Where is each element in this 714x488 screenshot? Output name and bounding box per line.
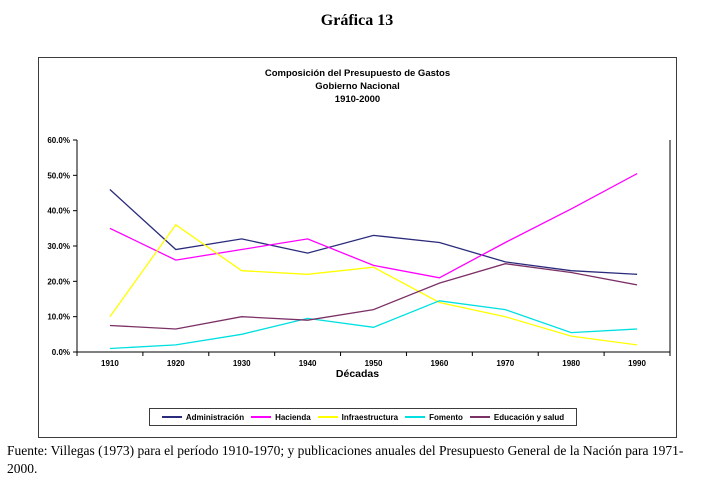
legend-line-swatch xyxy=(405,416,426,418)
y-axis-tick-label: 0.0% xyxy=(52,348,70,357)
line-chart-plot: 0.0% 10.0% 20.0% 30.0% 40.0% 50.0% 60.0% 1910 19… xyxy=(47,136,671,368)
x-axis-tick-label: 1960 xyxy=(430,359,448,368)
x-axis-tick-label: 1910 xyxy=(101,359,119,368)
chart-title-block: Composición del Presupuesto de Gastos Go… xyxy=(39,67,676,106)
series-line-infraestructura xyxy=(109,223,638,346)
x-axis-tick-label: 1970 xyxy=(496,359,514,368)
legend-item-administraci-n: Administración xyxy=(161,412,245,422)
y-axis-tick-label: 30.0% xyxy=(47,242,70,251)
x-axis-tick-label: 1950 xyxy=(365,359,383,368)
legend-label: Infraestructura xyxy=(341,412,399,422)
series-line-fomento xyxy=(109,300,638,350)
source-note: Fuente: Villegas (1973) para el período … xyxy=(7,443,684,476)
legend-line-swatch xyxy=(317,416,338,418)
y-axis-tick-label: 60.0% xyxy=(47,136,70,145)
legend-label: Administración xyxy=(185,412,245,422)
legend-item-fomento: Fomento xyxy=(405,413,463,422)
x-axis-tick-label: 1980 xyxy=(562,359,580,368)
x-axis-tick-label: 1920 xyxy=(167,359,185,368)
legend-line-swatch xyxy=(161,416,182,418)
page-title: Gráfica 13 xyxy=(320,12,394,29)
series-line-educaci-n-y-salud xyxy=(109,263,638,330)
y-axis-tick-label: 10.0% xyxy=(47,313,70,322)
legend-label: Hacienda xyxy=(275,412,311,422)
y-axis-tick-label: 40.0% xyxy=(47,207,70,216)
x-axis-tick-label: 1930 xyxy=(233,359,251,368)
legend-item-hacienda: Hacienda xyxy=(251,413,311,422)
chart-subtitle-years: 1910-2000 xyxy=(334,94,381,105)
chart-subtitle: Gobierno Nacional xyxy=(315,81,400,92)
chart-frame: 0.0% 10.0% 20.0% 30.0% 40.0% 50.0% 60.0% 1910 19… xyxy=(38,57,677,438)
series-line-hacienda xyxy=(109,173,638,279)
y-axis-tick-label: 50.0% xyxy=(47,171,70,180)
legend-line-swatch xyxy=(469,416,490,418)
series-line-administraci-n xyxy=(109,189,638,275)
x-axis-tick-label: 1940 xyxy=(299,359,317,368)
legend-item-educaci-n-y-salud: Educación y salud xyxy=(469,412,565,422)
legend-line-swatch xyxy=(251,416,272,418)
legend-item-infraestructura: Infraestructura xyxy=(317,412,399,422)
x-axis-tick-label: 1990 xyxy=(628,359,646,368)
chart-title: Composición del Presupuesto de Gastos xyxy=(264,68,451,79)
legend-label: Fomento xyxy=(429,412,463,422)
legend-label: Educación y salud xyxy=(493,412,565,422)
x-axis-title: Décadas xyxy=(335,368,380,380)
chart-legend: Administración Hacienda Infraestructura Fom… xyxy=(149,408,577,426)
y-axis-tick-label: 20.0% xyxy=(47,277,70,286)
